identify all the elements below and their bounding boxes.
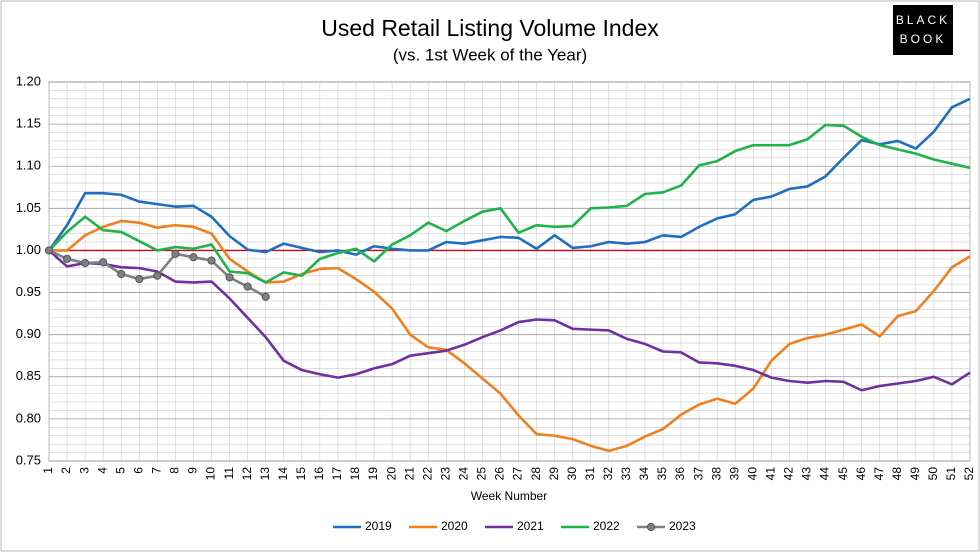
x-tick-label: 8 <box>168 467 182 474</box>
x-tick-label: 36 <box>673 467 687 481</box>
x-tick-label: 18 <box>348 467 362 481</box>
y-tick-label: 1.05 <box>16 200 41 215</box>
series-marker <box>99 258 108 267</box>
x-tick-label: 26 <box>493 467 507 481</box>
legend-label: 2020 <box>441 519 468 533</box>
x-tick-label: 2 <box>59 467 73 474</box>
x-tick-label: 12 <box>240 467 254 481</box>
x-tick-label: 46 <box>854 467 868 481</box>
series-marker <box>189 253 198 262</box>
x-tick-label: 47 <box>872 467 886 481</box>
chart-subtitle: (vs. 1st Week of the Year) <box>393 45 587 64</box>
x-tick-label: 40 <box>745 467 759 481</box>
x-tick-label: 4 <box>95 467 109 474</box>
x-tick-label: 44 <box>818 467 832 481</box>
series-line <box>48 249 971 392</box>
legend-label: 2022 <box>593 519 620 533</box>
y-tick-label: 0.95 <box>16 284 41 299</box>
series-marker <box>153 271 162 280</box>
x-tick-label: 34 <box>637 467 651 481</box>
x-tick-label: 1 <box>41 467 55 474</box>
series-marker <box>261 292 270 301</box>
x-tick-label: 10 <box>204 467 218 481</box>
x-tick-label: 17 <box>330 467 344 481</box>
series-marker <box>207 256 216 265</box>
x-tick-label: 51 <box>944 467 958 481</box>
series-marker <box>81 258 90 268</box>
x-tick-label: 31 <box>583 467 597 481</box>
x-tick-label: 48 <box>890 467 904 481</box>
x-tick-label: 35 <box>655 467 669 481</box>
logo-text: BLACK <box>896 13 950 27</box>
x-axis-label: Week Number <box>471 489 547 503</box>
x-tick-label: 41 <box>764 467 778 481</box>
y-tick-label: 0.75 <box>16 452 41 467</box>
logo-text: BOOK <box>900 32 947 46</box>
x-tick-label: 38 <box>709 467 723 481</box>
x-tick-label: 7 <box>150 467 164 474</box>
series-marker <box>225 273 234 282</box>
x-tick-label: 23 <box>438 467 452 481</box>
x-tick-label: 28 <box>529 467 543 481</box>
x-tick-label: 39 <box>727 467 741 481</box>
y-tick-label: 0.80 <box>16 410 41 425</box>
x-tick-label: 50 <box>926 467 940 481</box>
x-tick-label: 24 <box>457 467 471 481</box>
x-tick-label: 33 <box>619 467 633 481</box>
x-tick-label: 20 <box>384 467 398 481</box>
y-tick-label: 1.15 <box>16 116 41 131</box>
x-tick-label: 52 <box>962 467 976 481</box>
series-marker <box>243 282 252 291</box>
series-marker <box>135 274 144 284</box>
x-tick-label: 6 <box>131 467 145 474</box>
legend-label: 2023 <box>669 519 696 533</box>
legend-label: 2021 <box>517 519 544 533</box>
series-line <box>48 123 971 284</box>
x-tick-label: 32 <box>601 467 615 481</box>
x-tick-label: 30 <box>565 467 579 481</box>
x-tick-label: 42 <box>782 467 796 481</box>
x-tick-label: 16 <box>312 467 326 481</box>
logo-box <box>893 5 953 55</box>
x-tick-label: 45 <box>836 467 850 481</box>
x-tick-label: 21 <box>402 467 416 481</box>
x-tick-label: 19 <box>366 467 380 481</box>
chart-title: Used Retail Listing Volume Index <box>321 15 659 41</box>
x-tick-label: 37 <box>691 467 705 481</box>
x-tick-label: 22 <box>420 467 434 481</box>
series-marker <box>117 269 126 279</box>
y-tick-label: 1.00 <box>16 242 41 257</box>
y-tick-label: 1.20 <box>16 73 41 88</box>
y-tick-label: 0.85 <box>16 368 41 383</box>
series-line <box>47 97 971 256</box>
x-tick-label: 43 <box>800 467 814 481</box>
y-tick-label: 0.90 <box>16 326 41 341</box>
x-tick-label: 25 <box>475 467 489 481</box>
series-marker <box>62 254 72 263</box>
x-tick-label: 5 <box>113 467 127 474</box>
x-tick-label: 14 <box>276 467 290 481</box>
x-tick-label: 3 <box>77 467 91 474</box>
x-tick-label: 49 <box>908 467 922 481</box>
legend-label: 2019 <box>365 519 392 533</box>
x-tick-label: 13 <box>258 467 272 481</box>
x-tick-label: 15 <box>294 467 308 481</box>
series-line <box>49 219 971 453</box>
series-marker <box>171 249 180 258</box>
y-tick-label: 1.10 <box>16 158 41 173</box>
legend-marker <box>646 522 656 532</box>
x-tick-label: 9 <box>186 467 200 474</box>
x-tick-label: 27 <box>511 467 525 481</box>
series-marker <box>44 246 54 255</box>
x-tick-label: 29 <box>547 467 561 481</box>
x-tick-label: 11 <box>222 467 236 480</box>
